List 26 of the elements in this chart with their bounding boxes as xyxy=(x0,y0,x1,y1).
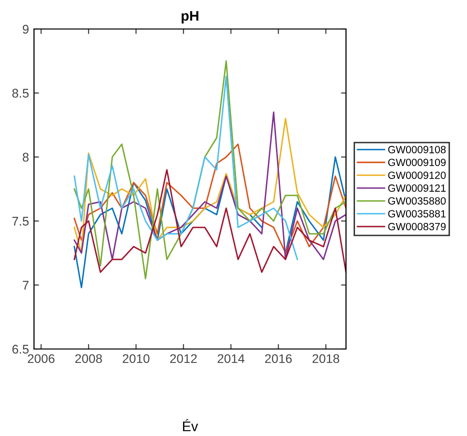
legend-label: GW0035880 xyxy=(388,197,446,205)
x-tick-label: 2018 xyxy=(312,354,340,364)
x-tick-label: 2008 xyxy=(75,354,102,364)
x-axis-title: Év xyxy=(183,419,198,432)
x-tick-label: 2010 xyxy=(122,354,150,364)
y-tick-label: 7.5 xyxy=(12,216,29,226)
y-tick-label: 8 xyxy=(22,152,29,162)
x-tick-label: 2006 xyxy=(28,354,54,364)
y-tick-label: 9 xyxy=(22,24,29,34)
legend-label: GW0035881 xyxy=(388,210,446,218)
legend-label: GW0008379 xyxy=(388,222,446,230)
x-tick-label: 2016 xyxy=(265,354,292,364)
line-series xyxy=(74,169,346,273)
legend-label: GW0009121 xyxy=(388,184,446,192)
line-series xyxy=(74,144,346,254)
legend-label: GW0009120 xyxy=(388,172,446,179)
line-series xyxy=(74,60,346,280)
x-tick-label: 2012 xyxy=(170,354,197,364)
line-series xyxy=(74,76,298,260)
legend-label: GW0009108 xyxy=(388,146,446,154)
y-tick-label: 6.5 xyxy=(12,344,29,354)
legend-label: GW0009109 xyxy=(388,158,446,166)
chart-title: pH xyxy=(182,11,198,24)
y-tick-label: 8.5 xyxy=(12,88,29,98)
y-tick-label: 7 xyxy=(22,280,29,290)
x-tick-label: 2014 xyxy=(218,354,244,364)
